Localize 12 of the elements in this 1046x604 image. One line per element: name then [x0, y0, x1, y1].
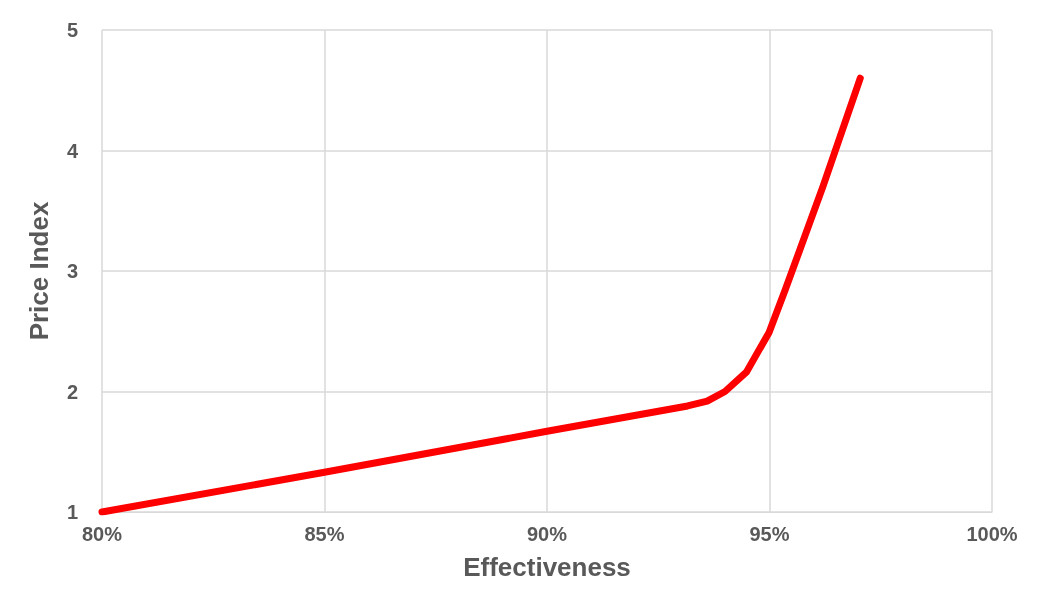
y-tick-label: 3 — [66, 260, 78, 282]
x-axis-title: Effectiveness — [463, 552, 631, 582]
x-tick-label: 100% — [966, 523, 1018, 545]
x-tick-label: 85% — [304, 523, 345, 545]
y-tick-label: 4 — [66, 139, 79, 162]
y-axis-title: Price Index — [24, 201, 54, 341]
x-tick-label: 90% — [526, 523, 568, 545]
x-tick-label: 95% — [749, 523, 790, 545]
y-tick-label: 5 — [66, 19, 78, 41]
x-tick-label: 80% — [81, 523, 123, 545]
y-tick-label: 1 — [66, 501, 78, 523]
y-tick-label: 2 — [66, 380, 78, 403]
